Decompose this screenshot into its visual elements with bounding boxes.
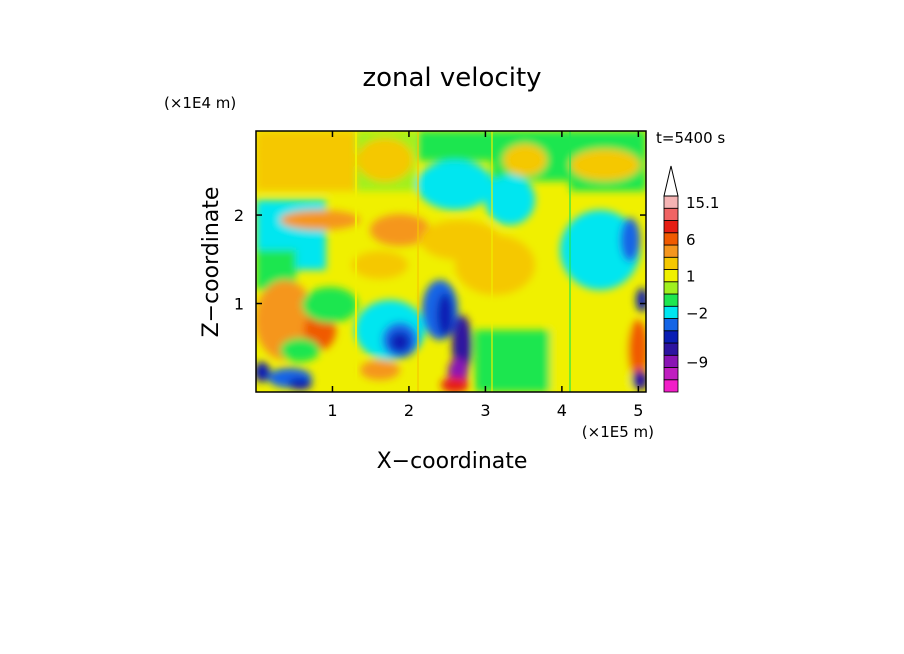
x-axis: 1 2 3 4 5 <box>327 131 643 420</box>
plot-frame <box>255 130 647 393</box>
x-tick-label: 5 <box>633 401 643 420</box>
colorbar-label: −2 <box>686 304 708 322</box>
colorbar-swatch <box>663 281 679 295</box>
colorbar-extension-arrow <box>663 165 679 197</box>
y-unit-label: (×1E4 m) <box>164 94 236 112</box>
colorbar-label: 6 <box>686 231 696 249</box>
time-label: t=5400 s <box>656 129 725 147</box>
x-tick-label: 2 <box>404 401 414 420</box>
contour-field <box>256 131 646 392</box>
colorbar-swatch <box>663 305 679 319</box>
colorbar-swatch <box>663 195 679 209</box>
colorbar-swatch <box>663 342 679 356</box>
x-tick-label: 3 <box>480 401 490 420</box>
y-axis-title: Z−coordinate <box>199 187 224 338</box>
colorbar-swatch <box>663 379 679 393</box>
y-axis: 12 <box>234 206 646 314</box>
x-tick-label: 4 <box>557 401 567 420</box>
colorbar-label: 15.1 <box>686 194 719 212</box>
colorbar-swatch <box>663 354 679 368</box>
colorbar-swatch <box>663 220 679 234</box>
colorbar-swatch <box>663 293 679 307</box>
colorbar-label: 1 <box>686 268 696 286</box>
x-axis-title: X−coordinate <box>377 449 528 474</box>
y-tick-label: 2 <box>234 206 244 225</box>
colorbar-swatch <box>663 318 679 332</box>
colorbar-label: −9 <box>686 353 708 371</box>
colorbar-swatch <box>663 207 679 221</box>
colorbar-swatch <box>663 232 679 246</box>
colorbar-swatch <box>663 367 679 381</box>
colorbar-swatch <box>663 244 679 258</box>
colorbar-swatch <box>663 269 679 283</box>
colorbar-swatch <box>663 256 679 270</box>
x-tick-label: 1 <box>327 401 337 420</box>
x-unit-label: (×1E5 m) <box>582 423 654 441</box>
y-tick-label: 1 <box>234 295 244 314</box>
colorbar: −9 −2 1 6 15.1 <box>663 165 719 393</box>
colorbar-swatch <box>663 330 679 344</box>
plot-area <box>255 130 647 393</box>
chart-title: zonal velocity <box>362 63 541 93</box>
